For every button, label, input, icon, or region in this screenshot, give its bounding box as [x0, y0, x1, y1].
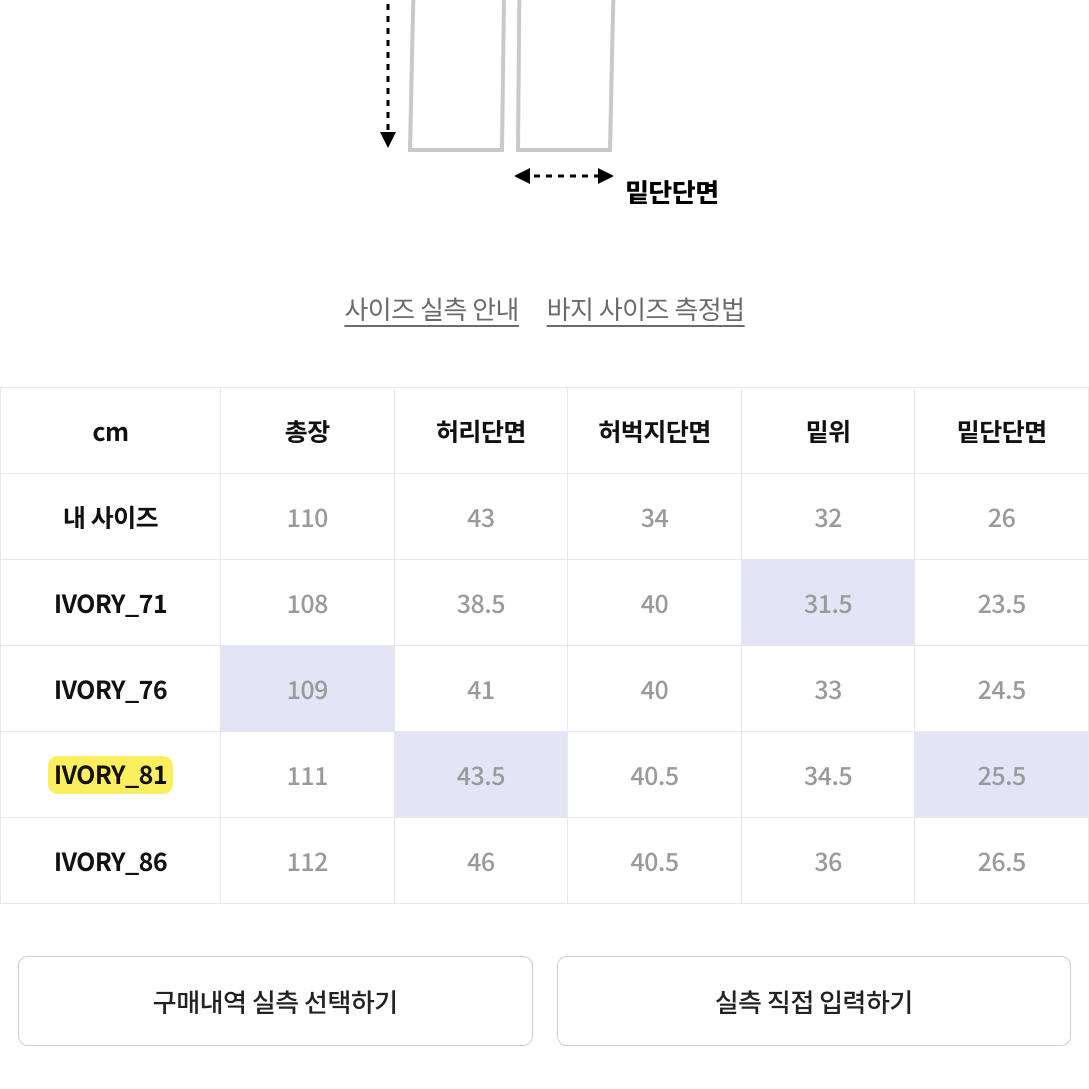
measurement-diagram: 밑단단면 — [0, 0, 1089, 240]
size-cell: 109 — [221, 646, 395, 732]
size-cell: 34.5 — [741, 732, 915, 818]
size-cell: 41 — [394, 646, 568, 732]
highlight-marker: IVORY_81 — [48, 756, 173, 794]
size-cell: 43 — [394, 474, 568, 560]
size-cell: 25.5 — [915, 732, 1089, 818]
size-cell: 108 — [221, 560, 395, 646]
size-cell: 40 — [568, 560, 742, 646]
size-cell: 24.5 — [915, 646, 1089, 732]
table-row: IVORY_7110838.54031.523.5 — [1, 560, 1089, 646]
col-length: 총장 — [221, 388, 395, 474]
col-rise: 밑위 — [741, 388, 915, 474]
size-cell: 26 — [915, 474, 1089, 560]
pants-outline-icon — [370, 0, 650, 200]
table-row: 내 사이즈11043343226 — [1, 474, 1089, 560]
row-label: 내 사이즈 — [1, 474, 221, 560]
size-cell: 110 — [221, 474, 395, 560]
size-cell: 112 — [221, 818, 395, 904]
size-cell: 40 — [568, 646, 742, 732]
size-cell: 111 — [221, 732, 395, 818]
size-cell: 23.5 — [915, 560, 1089, 646]
size-cell: 31.5 — [741, 560, 915, 646]
size-measure-guide-link[interactable]: 사이즈 실측 안내 — [344, 290, 519, 327]
hem-dimension-label: 밑단단면 — [625, 173, 719, 210]
row-label: IVORY_81 — [1, 732, 221, 818]
action-buttons: 구매내역 실측 선택하기 실측 직접 입력하기 — [0, 904, 1089, 1046]
size-cell: 40.5 — [568, 732, 742, 818]
pants-measure-method-link[interactable]: 바지 사이즈 측정법 — [547, 290, 745, 327]
row-label: IVORY_71 — [1, 560, 221, 646]
size-cell: 34 — [568, 474, 742, 560]
table-row: IVORY_7610941403324.5 — [1, 646, 1089, 732]
table-row: IVORY_861124640.53626.5 — [1, 818, 1089, 904]
size-cell: 36 — [741, 818, 915, 904]
table-row: IVORY_81 11143.540.534.525.5 — [1, 732, 1089, 818]
size-cell: 38.5 — [394, 560, 568, 646]
col-thigh: 허벅지단면 — [568, 388, 742, 474]
size-cell: 32 — [741, 474, 915, 560]
row-label: IVORY_76 — [1, 646, 221, 732]
size-table: cm 총장 허리단면 허벅지단면 밑위 밑단단면 내 사이즈1104334322… — [0, 387, 1089, 904]
size-cell: 33 — [741, 646, 915, 732]
size-cell: 26.5 — [915, 818, 1089, 904]
size-table-header: cm 총장 허리단면 허벅지단면 밑위 밑단단면 — [1, 388, 1089, 474]
col-waist: 허리단면 — [394, 388, 568, 474]
size-cell: 43.5 — [394, 732, 568, 818]
row-label: IVORY_86 — [1, 818, 221, 904]
col-hem: 밑단단면 — [915, 388, 1089, 474]
select-from-history-button[interactable]: 구매내역 실측 선택하기 — [18, 956, 533, 1046]
size-cell: 40.5 — [568, 818, 742, 904]
guide-links: 사이즈 실측 안내 바지 사이즈 측정법 — [0, 290, 1089, 327]
size-cell: 46 — [394, 818, 568, 904]
col-unit: cm — [1, 388, 221, 474]
manual-input-button[interactable]: 실측 직접 입력하기 — [557, 956, 1072, 1046]
